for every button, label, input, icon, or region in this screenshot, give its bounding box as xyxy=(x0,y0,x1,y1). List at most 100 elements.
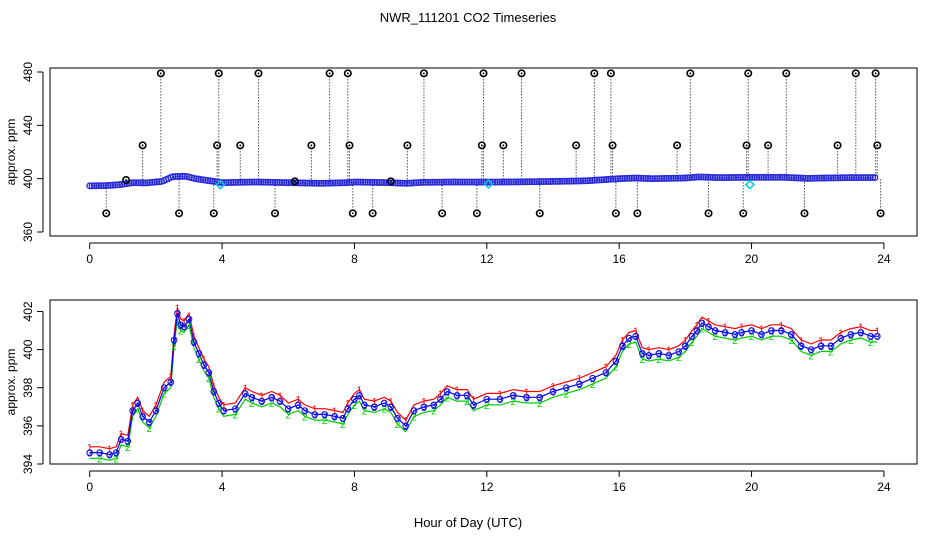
outlier-center xyxy=(212,212,215,215)
series-marker-3: 3 xyxy=(372,403,378,414)
data-point xyxy=(430,401,438,409)
series-marker-3: 3 xyxy=(431,401,437,412)
data-point xyxy=(535,178,543,186)
series-marker-3: 3 xyxy=(438,395,444,406)
outlier-point xyxy=(254,69,263,78)
data-point xyxy=(771,173,779,181)
data-point xyxy=(433,178,441,186)
data-point xyxy=(248,178,256,186)
series-marker-1: 1 xyxy=(211,382,217,393)
data-point xyxy=(185,315,193,323)
series-marker-3: 3 xyxy=(345,405,351,416)
data-point xyxy=(410,407,418,414)
series-marker-3: 3 xyxy=(201,361,207,372)
data-point xyxy=(517,178,525,186)
data-point xyxy=(843,174,851,182)
series-marker-1: 1 xyxy=(603,363,609,374)
outlier-center xyxy=(346,72,349,75)
outlier-center xyxy=(293,180,296,183)
data-point xyxy=(544,178,552,185)
data-point xyxy=(250,178,258,186)
data-point xyxy=(171,173,179,181)
data-point xyxy=(227,179,235,186)
x-tick-label: 8 xyxy=(351,252,358,266)
series-marker-1: 1 xyxy=(388,397,394,408)
data-point xyxy=(725,174,733,181)
data-point xyxy=(466,178,474,186)
outlier-point xyxy=(271,209,280,218)
data-point xyxy=(561,177,569,185)
data-point xyxy=(857,174,865,182)
data-point xyxy=(568,177,575,185)
outlier-point xyxy=(744,69,753,78)
data-point xyxy=(783,173,791,181)
series-marker-3: 3 xyxy=(362,401,368,412)
outlier-center xyxy=(310,144,313,147)
series-marker-1: 1 xyxy=(332,407,338,418)
outlier-center xyxy=(105,212,108,215)
series-marker-3: 3 xyxy=(484,395,490,406)
data-point xyxy=(612,175,619,183)
data-point xyxy=(301,179,309,187)
data-point xyxy=(398,179,406,187)
series-marker-2: 2 xyxy=(613,363,619,374)
data-point xyxy=(356,391,363,399)
data-point xyxy=(827,342,835,350)
y-tick-label: 402 xyxy=(21,301,35,321)
outlier-center xyxy=(389,180,392,183)
data-point xyxy=(723,174,731,181)
series-marker-3: 3 xyxy=(646,351,652,362)
data-point xyxy=(693,327,701,334)
data-point xyxy=(547,178,555,185)
outlier-point xyxy=(438,209,447,218)
outlier-point xyxy=(290,177,299,186)
data-point xyxy=(437,395,444,403)
data-point xyxy=(124,437,132,445)
data-point xyxy=(649,175,657,183)
series-marker-3: 3 xyxy=(590,374,596,385)
data-point xyxy=(361,401,368,409)
data-point xyxy=(95,182,103,190)
series-marker-2: 2 xyxy=(196,355,202,366)
series-marker-2: 2 xyxy=(381,405,387,416)
y-tick-label: 396 xyxy=(21,416,35,436)
data-point xyxy=(698,319,706,327)
series-marker-3: 3 xyxy=(130,407,136,418)
data-point xyxy=(737,173,745,181)
data-point xyxy=(755,173,763,181)
data-point xyxy=(619,342,626,350)
data-point xyxy=(371,178,379,186)
series-marker-1: 1 xyxy=(87,443,93,454)
data-point xyxy=(405,179,413,187)
x-axis-label: Hour of Day (UTC) xyxy=(414,515,522,530)
data-point xyxy=(331,179,339,187)
data-point xyxy=(762,173,770,181)
data-point xyxy=(602,369,610,376)
data-point xyxy=(503,178,511,186)
data-point xyxy=(370,403,378,411)
data-point xyxy=(373,179,381,186)
data-point xyxy=(137,179,145,187)
data-point xyxy=(178,172,186,180)
data-point xyxy=(415,179,423,186)
series-marker-3: 3 xyxy=(295,401,301,412)
data-point xyxy=(117,435,125,443)
data-point xyxy=(609,175,617,183)
data-point xyxy=(401,179,409,187)
data-point xyxy=(846,174,853,182)
data-point xyxy=(731,330,739,338)
outlier-point xyxy=(156,69,165,78)
series-marker-3: 3 xyxy=(712,327,718,338)
series-marker-2: 2 xyxy=(563,389,569,400)
data-point xyxy=(623,174,631,182)
data-point xyxy=(758,173,765,181)
data-point xyxy=(519,178,527,186)
outlier-point xyxy=(873,141,882,150)
outlier-point xyxy=(419,69,428,78)
data-point xyxy=(526,178,534,186)
data-point xyxy=(556,177,564,185)
series-marker-3: 3 xyxy=(563,384,569,395)
outlier-center xyxy=(876,144,879,147)
data-point xyxy=(205,369,213,376)
data-point xyxy=(419,178,427,186)
